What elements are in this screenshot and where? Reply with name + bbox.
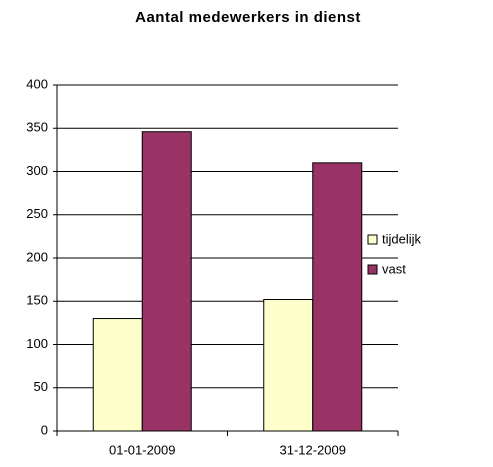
- x-tick-label: 31-12-2009: [280, 442, 347, 457]
- y-tick-label: 250: [26, 206, 48, 221]
- y-tick-label: 400: [26, 76, 48, 91]
- chart-title: Aantal medewerkers in dienst: [135, 9, 361, 26]
- legend-label: tijdelijk: [382, 231, 422, 246]
- bar: [141, 131, 192, 432]
- x-tick-label: 01-01-2009: [109, 442, 176, 457]
- y-tick-label: 0: [41, 422, 48, 437]
- y-tick-label: 150: [26, 293, 48, 308]
- legend-swatch: [367, 264, 378, 275]
- y-tick-label: 50: [34, 379, 48, 394]
- y-tick-label: 350: [26, 120, 48, 135]
- legend-swatch: [367, 234, 378, 245]
- bar: [312, 162, 363, 432]
- bar: [92, 318, 143, 432]
- y-tick-label: 200: [26, 249, 48, 264]
- y-tick-label: 100: [26, 336, 48, 351]
- y-tick-label: 300: [26, 163, 48, 178]
- legend-label: vast: [382, 261, 406, 276]
- bar: [263, 299, 314, 432]
